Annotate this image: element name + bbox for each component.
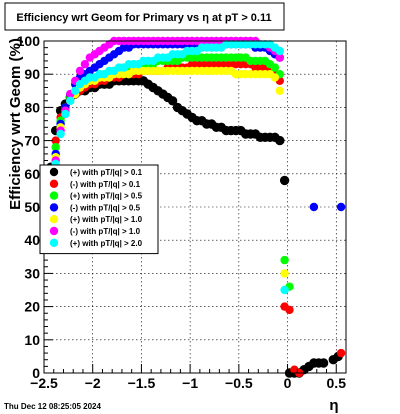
legend-marker — [49, 203, 59, 212]
data-point — [275, 86, 284, 96]
y-tick-label: 20 — [24, 299, 40, 315]
data-point — [51, 143, 60, 152]
x-tick-label: 0.5 — [327, 375, 347, 391]
legend-entry: (+) with pT/|q| > 0.1 — [70, 168, 143, 177]
data-point — [61, 109, 70, 119]
legend-marker — [49, 167, 59, 177]
legend-entry: (-) with pT/|q| > 1.0 — [70, 227, 141, 236]
data-point — [309, 202, 319, 212]
x-axis-label: η — [329, 397, 338, 414]
chart-title: Efficiency wrt Geom for Primary vs η at … — [16, 12, 271, 24]
legend: (+) with pT/|q| > 0.1 (-) with pT/|q| > 0… — [39, 164, 159, 255]
title-group: Efficiency wrt Geom for Primary vs η at … — [4, 2, 285, 31]
data-point — [280, 269, 289, 278]
data-point — [280, 255, 289, 265]
y-tick-label: 30 — [24, 265, 40, 281]
data-point — [56, 129, 65, 139]
y-tick-label: 0 — [32, 365, 40, 381]
legend-marker — [49, 215, 59, 224]
y-tick-label: 90 — [24, 66, 40, 82]
y-tick-label: 60 — [24, 166, 40, 182]
footer-timestamp: Thu Dec 12 08:25:05 2024 — [4, 402, 101, 411]
y-tick-label: 80 — [24, 99, 40, 115]
y-axis-ticks: 0 10 20 30 40 50 60 70 80 90 100 — [17, 33, 53, 381]
data-point — [80, 59, 90, 69]
data-points — [46, 36, 346, 378]
grid — [44, 41, 346, 373]
y-tick-label: 100 — [17, 33, 41, 49]
data-point — [71, 86, 80, 96]
legend-entry: (+) with pT/|q| > 1.0 — [70, 215, 143, 224]
data-point — [51, 136, 60, 145]
data-point — [167, 96, 178, 106]
data-point — [280, 285, 289, 295]
y-axis-label: Efficiency wrt Geom (%) — [7, 38, 24, 210]
legend-marker — [49, 226, 59, 236]
x-tick-label: −2.5 — [30, 375, 58, 391]
data-point — [285, 305, 294, 315]
legend-entry: (-) with pT/|q| > 0.5 — [70, 203, 141, 212]
data-point — [275, 135, 285, 146]
data-point — [275, 46, 284, 56]
data-point — [336, 348, 346, 358]
legend-marker — [49, 238, 59, 247]
legend-box — [39, 164, 159, 255]
data-point — [75, 66, 85, 76]
y-tick-label: 50 — [24, 199, 40, 215]
title-box — [4, 2, 285, 31]
legend-marker — [49, 179, 59, 188]
data-point — [279, 175, 290, 186]
x-axis-ticks: −2.5 −2 −1.5 −1 −0.5 0 0.5 — [30, 364, 347, 391]
x-tick-label: −1 — [182, 375, 198, 391]
legend-marker — [49, 191, 59, 200]
legend-entry: (+) with pT/|q| > 0.5 — [70, 192, 143, 201]
data-point — [318, 358, 329, 368]
data-point — [270, 63, 280, 72]
x-tick-label: −1.5 — [128, 375, 156, 391]
x-tick-label: −0.5 — [225, 375, 253, 391]
y-tick-label: 10 — [24, 332, 40, 348]
x-tick-label: −2 — [85, 375, 101, 391]
y-tick-label: 70 — [24, 133, 40, 149]
legend-entry: (+) with pT/|q| > 2.0 — [70, 239, 143, 248]
y-tick-label: 40 — [24, 232, 40, 248]
data-point — [66, 96, 75, 106]
data-point — [270, 73, 280, 82]
legend-entry: (-) with pT/|q| > 0.1 — [70, 180, 141, 189]
x-tick-label: 0 — [284, 375, 292, 391]
data-point — [336, 202, 346, 212]
data-point — [275, 53, 284, 62]
